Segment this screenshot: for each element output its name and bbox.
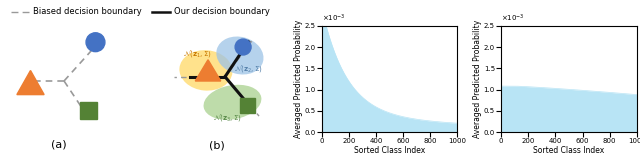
Circle shape (235, 39, 251, 55)
Polygon shape (17, 71, 44, 95)
Circle shape (86, 33, 105, 52)
Ellipse shape (179, 50, 232, 91)
X-axis label: Sorted Class Index: Sorted Class Index (354, 146, 426, 155)
Polygon shape (195, 60, 221, 81)
Text: $\mathcal{N}(\mathbf{z}_3, \Sigma)$: $\mathcal{N}(\mathbf{z}_3, \Sigma)$ (212, 112, 242, 123)
Text: (b): (b) (209, 141, 225, 151)
X-axis label: Sorted Class Index: Sorted Class Index (533, 146, 605, 155)
Y-axis label: Averaged Predicted Probability: Averaged Predicted Probability (474, 20, 483, 138)
Y-axis label: Averaged Predicted Probability: Averaged Predicted Probability (294, 20, 303, 138)
Bar (80, 102, 97, 119)
Ellipse shape (216, 37, 264, 75)
Text: $\mathcal{N}(\mathbf{z}_1, \Sigma)$: $\mathcal{N}(\mathbf{z}_1, \Sigma)$ (183, 48, 212, 59)
Bar (240, 98, 255, 113)
Text: $\times10^{-3}$: $\times10^{-3}$ (322, 13, 346, 24)
Text: $\times10^{-3}$: $\times10^{-3}$ (501, 13, 525, 24)
Legend: Biased decision boundary, Our decision boundary: Biased decision boundary, Our decision b… (8, 4, 274, 20)
Ellipse shape (204, 85, 261, 120)
Text: $\mathcal{N}(\mathbf{z}_2, \Sigma)$: $\mathcal{N}(\mathbf{z}_2, \Sigma)$ (234, 63, 263, 74)
Text: (a): (a) (51, 140, 67, 150)
